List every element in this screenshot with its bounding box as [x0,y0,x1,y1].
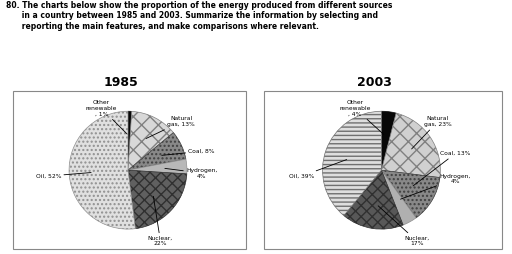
Text: Nuclear,
22%: Nuclear, 22% [148,196,173,246]
Wedge shape [381,170,416,225]
Text: Natural
gas, 23%: Natural gas, 23% [412,117,451,149]
Text: 80. The charts below show the proportion of the energy produced from different s: 80. The charts below show the proportion… [6,1,393,10]
Text: Other
renewable
, 1%: Other renewable , 1% [86,100,127,134]
Wedge shape [381,113,440,178]
Text: 1985: 1985 [103,76,138,89]
Wedge shape [128,111,132,170]
Text: Nuclear,
17%: Nuclear, 17% [378,206,430,246]
Wedge shape [128,170,187,229]
Text: Other
renewable
, 4%: Other renewable , 4% [339,100,383,134]
Wedge shape [381,111,396,170]
Wedge shape [128,159,187,174]
Text: 2003: 2003 [357,76,392,89]
Text: Oil, 52%: Oil, 52% [36,172,91,179]
Text: in a country between 1985 and 2003. Summarize the information by selecting and: in a country between 1985 and 2003. Summ… [6,11,378,20]
Text: Coal, 8%: Coal, 8% [162,149,215,155]
Wedge shape [323,111,381,216]
Text: Hydrogen,
4%: Hydrogen, 4% [400,174,471,199]
Wedge shape [381,170,440,218]
Text: reporting the main features, and make comparisons where relevant.: reporting the main features, and make co… [6,22,319,30]
Text: Oil, 39%: Oil, 39% [289,160,347,179]
Wedge shape [69,111,135,229]
Text: Coal, 13%: Coal, 13% [413,151,471,186]
Wedge shape [344,170,403,229]
Wedge shape [128,111,174,170]
Wedge shape [128,133,186,170]
Text: Natural
gas, 13%: Natural gas, 13% [146,117,195,138]
Text: Hydrogen,
4%: Hydrogen, 4% [165,168,217,179]
